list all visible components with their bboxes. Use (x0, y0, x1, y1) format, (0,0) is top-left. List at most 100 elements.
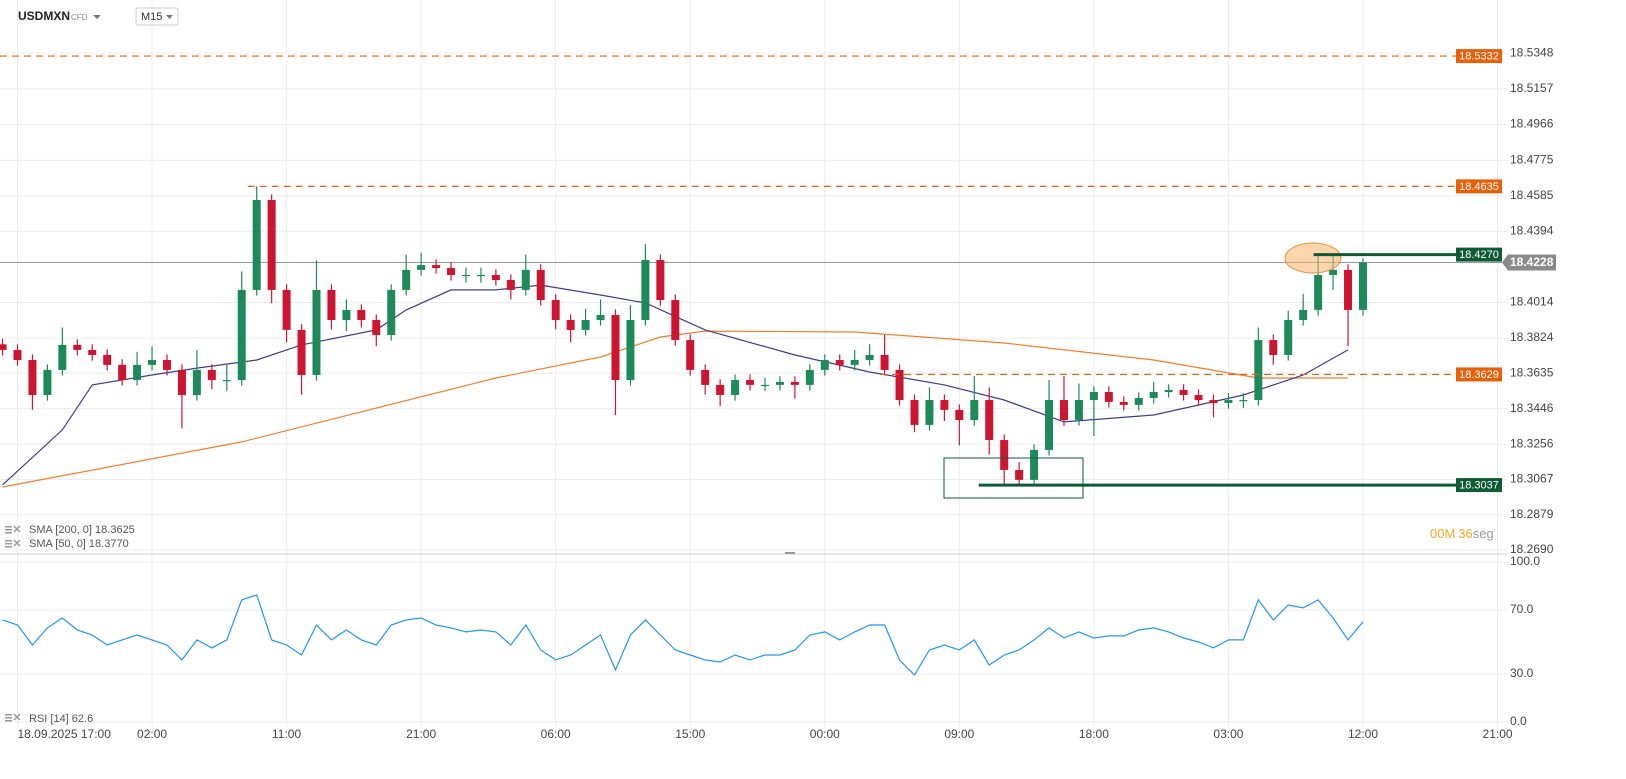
y-tick-label: 18.4394 (1510, 224, 1554, 238)
legend-entry: RSI [14] 62.6 (29, 713, 93, 725)
candle-body (282, 289, 291, 330)
y-tick-label: 30.0 (1510, 666, 1534, 680)
y-tick-label: 100.0 (1510, 554, 1540, 568)
price-tag-label: 18.5332 (1459, 50, 1499, 62)
x-tick-label: 00:00 (810, 727, 840, 741)
candle-body (1358, 262, 1367, 310)
x-tick-label: 09:00 (944, 727, 974, 741)
candle-body (73, 344, 82, 350)
candle-body (641, 260, 650, 321)
candle-body (760, 384, 769, 387)
legend-icons (5, 525, 21, 722)
candle-body (1000, 440, 1009, 470)
candle-body (267, 200, 276, 290)
candle-body (491, 274, 500, 281)
candle-body (372, 320, 381, 335)
candle-body (671, 300, 680, 341)
countdown: 00M 36seg (1430, 526, 1494, 541)
candle-body (1059, 400, 1068, 421)
legend-entry: SMA [50, 0] 18.3770 (29, 538, 129, 550)
candle-body (148, 360, 157, 365)
timeframe-dropdown[interactable] (166, 15, 173, 19)
candle-body (43, 369, 52, 395)
candle-body (387, 289, 396, 335)
price-tag-label: 18.3037 (1459, 479, 1499, 491)
candle-body (312, 289, 321, 375)
candle-body (701, 369, 710, 385)
candle-body (820, 360, 829, 370)
candle-body (327, 289, 336, 321)
candle-body (1179, 389, 1188, 395)
symbol[interactable]: USDMXN (18, 9, 70, 23)
candle-body (1194, 394, 1203, 401)
candle-body (1164, 389, 1173, 392)
candle-body (1224, 400, 1233, 404)
candle-body (103, 354, 112, 365)
candle-body (551, 300, 560, 321)
candle-body (0, 344, 7, 350)
highlight-box (943, 457, 1084, 499)
candle-body (536, 269, 545, 301)
candle-body (192, 369, 201, 395)
candle-body (342, 309, 351, 321)
x-tick-label: 02:00 (137, 727, 167, 741)
y-tick-label: 18.4966 (1510, 117, 1554, 131)
x-tick-label: 03:00 (1213, 727, 1243, 741)
candle-body (1074, 400, 1083, 421)
candle-body (88, 349, 97, 355)
candle-body (656, 260, 665, 301)
candle-body (13, 349, 22, 361)
timeframe-box[interactable] (135, 7, 179, 26)
symbol-dropdown[interactable] (93, 15, 101, 19)
candle-body (865, 354, 874, 361)
x-tick-label: 06:00 (541, 727, 571, 741)
candle-body (222, 380, 231, 382)
countdown-unit: seg (1473, 526, 1494, 541)
y-tick-label: 18.3635 (1510, 365, 1554, 379)
candle-body (506, 280, 515, 290)
candle-body (880, 354, 889, 370)
candle-body (1299, 309, 1308, 321)
candle-body (611, 314, 620, 381)
y-tick-label: 18.3446 (1510, 401, 1554, 415)
price-tag-label: 18.4270 (1459, 249, 1499, 261)
y-tick-label: 18.3824 (1510, 330, 1554, 344)
x-tick-label: 15:00 (675, 727, 705, 741)
candle-body (970, 400, 979, 421)
candle-body (297, 329, 306, 375)
x-tick-label: 21:00 (406, 727, 436, 741)
y-tick-label: 18.4585 (1510, 188, 1554, 202)
candle-body (581, 320, 590, 330)
candle-body (775, 381, 784, 385)
candle-body (177, 369, 186, 395)
candle-body (955, 409, 964, 421)
instrument-type: CFD (71, 13, 88, 22)
candle-body (566, 320, 575, 330)
candle-body (118, 364, 127, 381)
y-tick-label: 0.0 (1510, 714, 1527, 728)
candle-body (237, 289, 246, 381)
countdown-minutes: 00M (1430, 526, 1455, 541)
last-price-label: 18.4228 (1510, 255, 1554, 269)
candle-body (731, 380, 740, 395)
candle-body (1104, 391, 1113, 402)
y-tick-label: 70.0 (1510, 602, 1534, 616)
y-tick-label: 18.3256 (1510, 436, 1554, 450)
candle-body (1269, 340, 1278, 355)
candle-body (402, 269, 411, 290)
candle-body (925, 400, 934, 425)
candle-body (28, 360, 37, 395)
candle-body (432, 265, 441, 269)
grid (0, 0, 1508, 727)
candle-body (1284, 320, 1293, 355)
timeframe[interactable]: M15 (141, 11, 162, 23)
candle-body (850, 360, 859, 365)
candle-body (207, 369, 216, 381)
y-tick-label: 18.5157 (1510, 81, 1554, 95)
candle-body (133, 364, 142, 381)
indicator-line (2, 594, 1364, 676)
price-tag-label: 18.4635 (1459, 181, 1499, 193)
candle-body (1015, 469, 1024, 480)
candle-body (1045, 400, 1054, 450)
x-tick-label: 11:00 (272, 727, 301, 741)
